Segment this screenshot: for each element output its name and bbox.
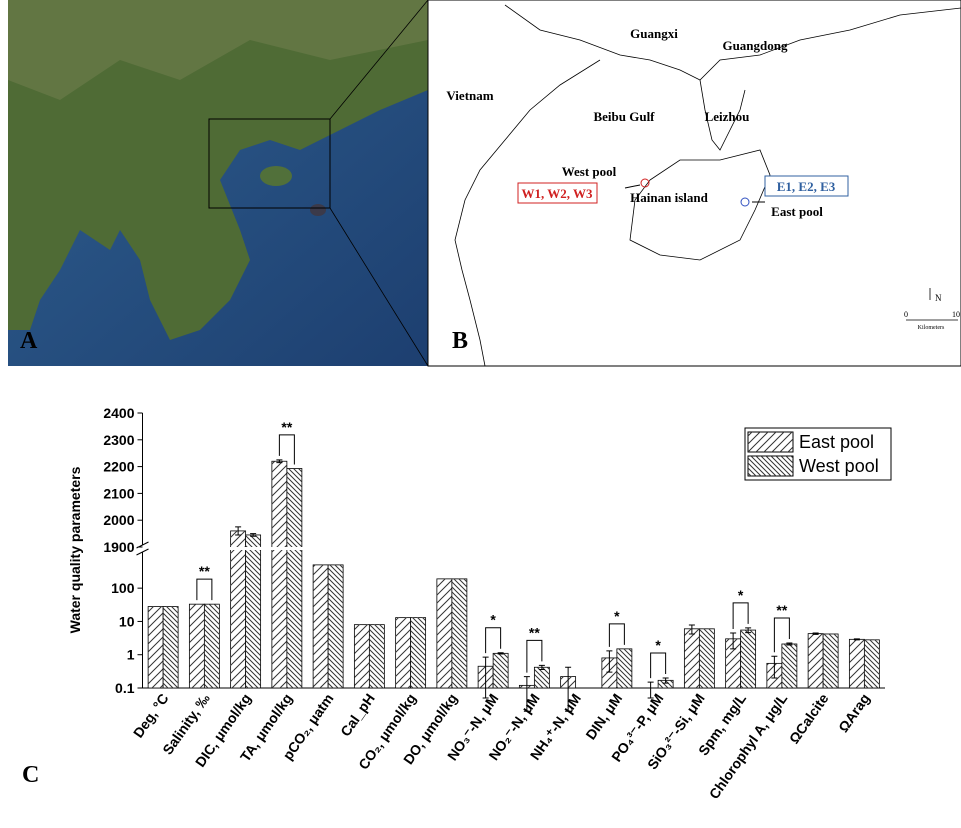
bar-hatch bbox=[246, 535, 261, 688]
place-label: Vietnam bbox=[446, 88, 493, 103]
bar-hatch bbox=[699, 629, 714, 688]
significance-bracket bbox=[609, 624, 624, 647]
bar-hatch bbox=[864, 640, 879, 688]
map-panel: Guangxi Guangdong Vietnam Beibu Gulf Lei… bbox=[428, 0, 961, 366]
y-tick-label: 100 bbox=[111, 580, 135, 596]
significance-label: ** bbox=[281, 419, 292, 435]
significance-label: ** bbox=[199, 563, 210, 579]
x-tick-label: ΩCalcite bbox=[786, 690, 832, 746]
scale-label: 0 bbox=[904, 310, 908, 319]
bar-hatch bbox=[272, 461, 287, 688]
x-tick-label: Deg, °C bbox=[130, 691, 172, 741]
place-label: West pool bbox=[562, 164, 617, 179]
bar-hatch bbox=[684, 629, 699, 688]
bar-hatch bbox=[189, 604, 204, 688]
bar-hatch bbox=[163, 607, 178, 688]
break-gap bbox=[271, 547, 288, 550]
y-tick-label: 2200 bbox=[103, 459, 134, 475]
break-gap bbox=[230, 547, 247, 550]
place-label: Leizhou bbox=[705, 109, 750, 124]
bar-hatch bbox=[287, 468, 302, 688]
significance-bracket bbox=[651, 653, 666, 678]
significance-bracket bbox=[486, 628, 501, 653]
bar-hatch bbox=[411, 618, 426, 688]
bar-hatch bbox=[204, 604, 219, 688]
break-gap bbox=[245, 547, 262, 550]
bar-hatch bbox=[534, 667, 549, 688]
bar-hatch bbox=[437, 579, 452, 688]
place-label: Beibu Gulf bbox=[593, 109, 655, 124]
place-label: Hainan island bbox=[630, 190, 708, 205]
y-tick-label: 0.1 bbox=[115, 680, 135, 696]
bar-hatch bbox=[148, 607, 163, 688]
break-gap bbox=[286, 547, 303, 550]
significance-label: * bbox=[655, 637, 661, 653]
place-label: East pool bbox=[771, 204, 823, 219]
x-tick-label: ΩArag bbox=[835, 691, 873, 736]
y-tick-label: 1900 bbox=[103, 539, 134, 555]
significance-label: ** bbox=[529, 624, 540, 640]
significance-label: ** bbox=[776, 602, 787, 618]
y-tick-label: 2400 bbox=[103, 405, 134, 421]
bar-hatch bbox=[617, 649, 632, 688]
scale-label: 10 bbox=[952, 310, 960, 319]
significance-label: * bbox=[614, 608, 620, 624]
bar-hatch bbox=[328, 565, 343, 688]
panel-label: A bbox=[20, 328, 38, 354]
error-bar bbox=[854, 639, 860, 640]
site-label: E1, E2, E3 bbox=[777, 179, 836, 194]
bar-hatch bbox=[849, 639, 864, 688]
place-label: Guangxi bbox=[630, 26, 678, 41]
significance-bracket bbox=[733, 603, 748, 629]
y-tick-label: 2000 bbox=[103, 512, 134, 528]
significance-label: * bbox=[738, 587, 744, 603]
panel-label: B bbox=[452, 328, 468, 354]
legend-swatch-hatch bbox=[748, 456, 793, 476]
place-label: Guangdong bbox=[722, 38, 788, 53]
north-label: N bbox=[935, 293, 942, 303]
x-tick-label: Chlorophyl A, μg/L bbox=[706, 690, 791, 802]
scale-unit: Kilometers bbox=[918, 325, 945, 331]
bar-hatch bbox=[808, 634, 823, 688]
bar-hatch bbox=[741, 630, 756, 688]
legend-swatch-hatch bbox=[748, 432, 793, 452]
y-tick-label: 2100 bbox=[103, 485, 134, 501]
y-tick-label: 10 bbox=[119, 613, 135, 629]
bar-hatch bbox=[231, 531, 246, 688]
bar-hatch bbox=[493, 653, 508, 688]
bar-hatch bbox=[823, 634, 838, 688]
site-label: W1, W2, W3 bbox=[521, 186, 593, 201]
significance-label: * bbox=[490, 612, 496, 628]
legend-label: West pool bbox=[799, 456, 879, 476]
bar-hatch bbox=[369, 625, 384, 688]
satellite-panel: A bbox=[8, 0, 428, 366]
bar-hatch bbox=[354, 625, 369, 688]
x-tick-label: DIN, μM bbox=[582, 691, 625, 743]
figure: A Guangxi Guangdong Vietnam Beibu Gulf L… bbox=[0, 0, 961, 828]
y-tick-label: 2300 bbox=[103, 432, 134, 448]
bar-hatch bbox=[313, 565, 328, 688]
x-tick-label: Cal_pH bbox=[337, 691, 378, 740]
y-tick-label: 1 bbox=[127, 647, 135, 663]
y-axis-label: Water quality parameters bbox=[67, 466, 83, 633]
bar-hatch bbox=[452, 579, 467, 688]
bar-hatch bbox=[782, 644, 797, 688]
bar-hatch bbox=[396, 618, 411, 688]
panel-label: C bbox=[22, 762, 39, 788]
significance-bracket bbox=[197, 579, 212, 600]
legend-label: East pool bbox=[799, 432, 874, 452]
